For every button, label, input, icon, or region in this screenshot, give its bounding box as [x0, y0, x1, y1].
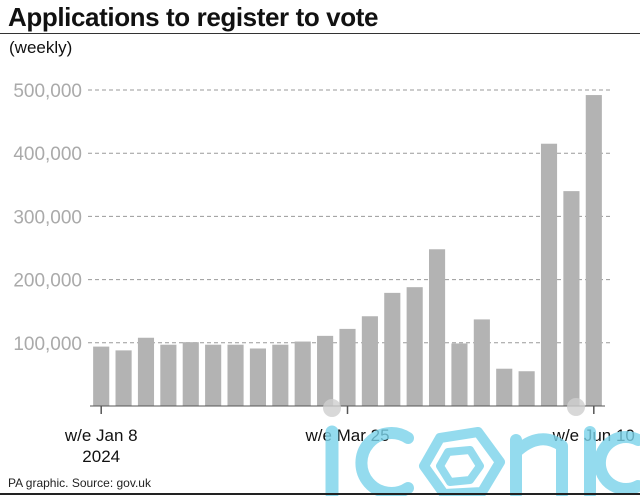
y-tick-label: 200,000 — [13, 271, 82, 292]
bar — [249, 348, 266, 406]
bar-chart: 100,000 200,000 300,000 400,000 500,000 w/e … — [13, 81, 635, 466]
y-tick-label: 300,000 — [13, 207, 82, 228]
y-tick-label: 100,000 — [13, 334, 82, 355]
bar — [317, 335, 334, 406]
bar — [339, 328, 356, 406]
bar — [384, 292, 401, 406]
bar — [272, 344, 289, 406]
bar — [93, 346, 110, 406]
title-rule — [0, 33, 640, 34]
bar — [227, 344, 244, 406]
bar — [518, 371, 535, 406]
bar — [406, 287, 423, 406]
bar — [137, 337, 155, 406]
bars — [93, 95, 602, 406]
bar — [473, 319, 490, 406]
x-tick-label: w/e Mar 25 — [304, 426, 389, 445]
bar — [540, 143, 558, 406]
x-tick-label: w/e Jun 10 — [552, 426, 635, 445]
bar — [451, 343, 468, 406]
bar — [429, 249, 446, 406]
bar — [182, 342, 199, 406]
x-tick-label: w/e Jan 8 2024 — [64, 426, 138, 466]
x-ticks: w/e Jan 8 2024 w/e Mar 25 w/e Jun 10 — [64, 406, 635, 466]
bar — [585, 95, 602, 406]
y-tick-label: 400,000 — [13, 144, 82, 165]
chart-subtitle: (weekly) — [9, 38, 73, 57]
bar — [205, 344, 222, 406]
bar — [496, 368, 513, 406]
footer-rule — [0, 493, 640, 495]
y-tick-labels: 100,000 200,000 300,000 400,000 500,000 — [13, 81, 82, 355]
source-note: PA graphic. Source: gov.uk — [8, 476, 151, 490]
bar — [160, 344, 177, 406]
gridlines — [88, 89, 612, 344]
bar — [294, 341, 311, 406]
chart-title: Applications to register to vote — [8, 2, 379, 32]
bar — [361, 316, 378, 406]
y-tick-label: 500,000 — [13, 81, 82, 102]
bar — [115, 350, 132, 406]
bar — [563, 191, 580, 406]
